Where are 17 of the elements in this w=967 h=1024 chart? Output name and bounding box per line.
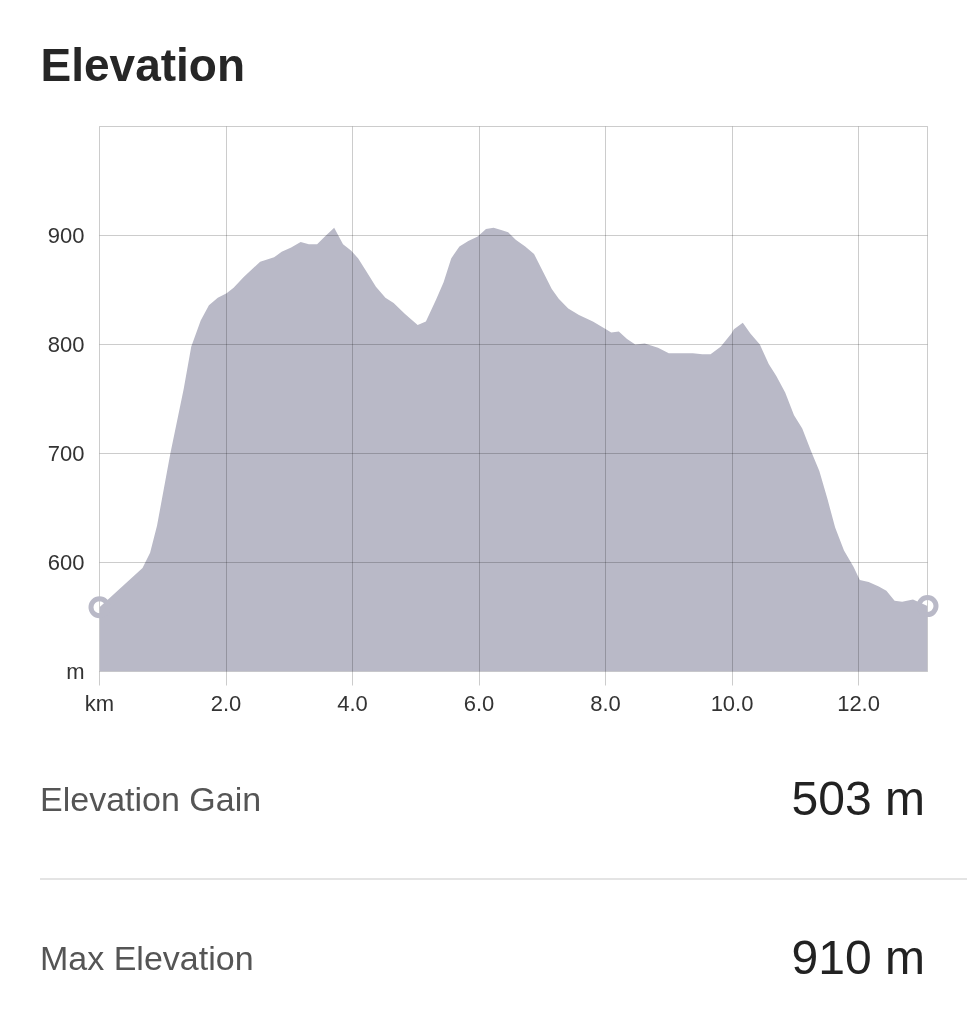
text: 910 m — [791, 929, 925, 986]
y-tick-label: 800 — [47, 332, 85, 357]
text: Max Elevation — [40, 937, 254, 979]
x-tick-label: 8.0 — [590, 690, 621, 716]
y-tick-label: 900 — [47, 223, 85, 248]
y-tick-label: 700 — [47, 441, 85, 466]
x-tick-label: 6.0 — [463, 690, 495, 716]
text: Elevation Gain — [40, 778, 262, 820]
y-tick-label: m — [66, 659, 85, 684]
text: 503 m — [791, 770, 925, 827]
x-tick-label: 4.0 — [337, 690, 368, 716]
x-tick-label: 12.0 — [837, 690, 880, 716]
x-tick-label: km — [84, 690, 115, 716]
chart-title: Elevation — [40, 38, 246, 91]
x-tick-label: 10.0 — [710, 690, 754, 716]
x-tick-label: 2.0 — [210, 690, 242, 716]
y-tick-label: 600 — [47, 550, 85, 575]
